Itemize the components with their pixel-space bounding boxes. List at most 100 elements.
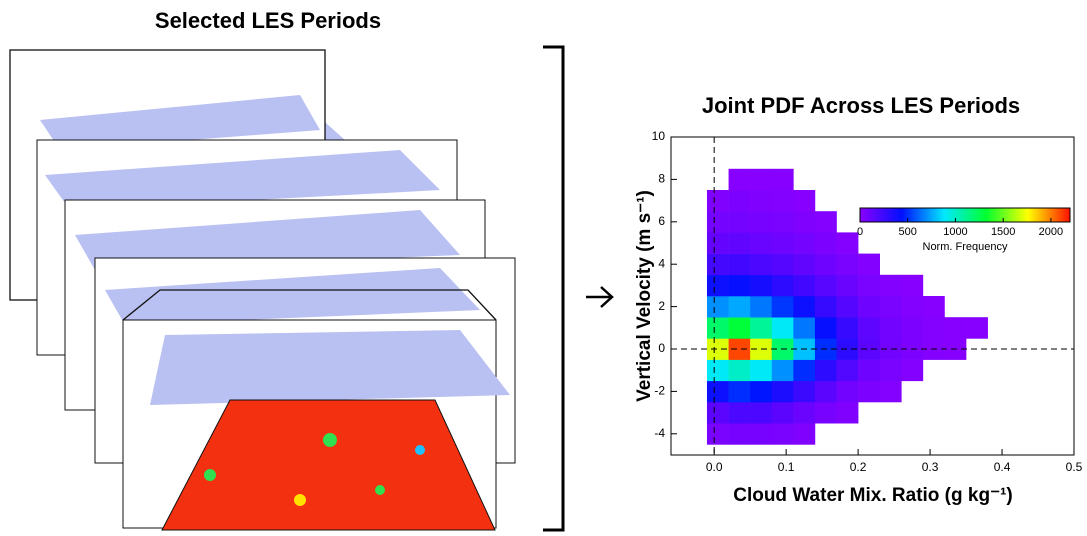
bracket <box>543 47 563 530</box>
heat-cell <box>750 169 772 191</box>
heat-cell <box>772 381 794 403</box>
heat-cell <box>750 232 772 254</box>
arrow <box>586 287 612 307</box>
heat-cell <box>772 254 794 276</box>
x-tick-label: 0.1 <box>778 460 795 474</box>
heat-cell <box>707 190 729 212</box>
heat-cell <box>837 254 859 276</box>
heat-cell <box>793 296 815 318</box>
colorbar <box>860 208 1070 222</box>
y-tick-label: 0 <box>658 341 665 355</box>
heat-cell <box>729 317 751 339</box>
heat-cell <box>815 211 837 233</box>
heat-cell <box>729 275 751 297</box>
heat-cell <box>750 360 772 382</box>
heat-cell <box>729 211 751 233</box>
heat-cell <box>793 275 815 297</box>
heat-cell <box>966 317 988 339</box>
heat-cell <box>772 190 794 212</box>
heat-cell <box>815 232 837 254</box>
heat-cell <box>815 360 837 382</box>
heat-cell <box>750 317 772 339</box>
y-tick-label: 2 <box>658 299 665 313</box>
heat-cell <box>793 190 815 212</box>
y-tick-label: -2 <box>654 384 665 398</box>
heat-cell <box>750 190 772 212</box>
heat-cell <box>815 317 837 339</box>
left-title: Selected LES Periods <box>155 8 381 33</box>
heat-cell <box>858 275 880 297</box>
heat-cell <box>815 402 837 424</box>
heat-cell <box>837 381 859 403</box>
heat-cell <box>793 381 815 403</box>
colorbar-tick-label: 0 <box>857 226 863 238</box>
y-tick-label: 4 <box>658 256 665 270</box>
heat-cell <box>858 296 880 318</box>
heat-cell <box>815 296 837 318</box>
heat-cell <box>750 423 772 445</box>
heat-cell <box>923 317 945 339</box>
heat-cell <box>880 296 902 318</box>
heat-cell <box>729 423 751 445</box>
heat-cell <box>707 232 729 254</box>
heat-cell <box>772 232 794 254</box>
heat-cell <box>772 211 794 233</box>
x-tick-label: 0.0 <box>706 460 723 474</box>
heat-cell <box>837 317 859 339</box>
heat-cell <box>901 317 923 339</box>
heat-cell <box>880 360 902 382</box>
heat-cell <box>858 360 880 382</box>
x-tick-label: 0.5 <box>1066 460 1083 474</box>
heat-cell <box>793 232 815 254</box>
heat-cell <box>793 360 815 382</box>
colorbar-label: Norm. Frequency <box>923 241 1008 253</box>
heat-cell <box>772 360 794 382</box>
heat-cell <box>707 381 729 403</box>
y-tick-label: 8 <box>658 172 665 186</box>
heat-cell <box>772 296 794 318</box>
heat-cell <box>901 296 923 318</box>
heat-cell <box>901 360 923 382</box>
heat-cell <box>944 317 966 339</box>
heat-cell <box>729 254 751 276</box>
heat-cell <box>707 360 729 382</box>
heat-cell <box>858 317 880 339</box>
heat-cell <box>750 211 772 233</box>
heat-cell <box>750 254 772 276</box>
y-tick-label: -4 <box>654 426 665 440</box>
heat-cell <box>707 423 729 445</box>
heat-cell <box>772 317 794 339</box>
heat-cell <box>793 317 815 339</box>
x-tick-label: 0.3 <box>922 460 939 474</box>
heat-cell <box>880 381 902 403</box>
heat-cell <box>729 360 751 382</box>
heat-cell <box>793 211 815 233</box>
heat-cell <box>772 169 794 191</box>
heat-cell <box>729 402 751 424</box>
figure: Selected LES Periods Joint PDF Across LE… <box>0 0 1087 536</box>
heat-cell <box>729 190 751 212</box>
heat-cell <box>837 275 859 297</box>
heat-cell <box>729 381 751 403</box>
heat-cell <box>707 402 729 424</box>
heat-cell <box>772 275 794 297</box>
heat-cell <box>858 381 880 403</box>
les-boxes <box>10 50 515 530</box>
y-axis-label: Vertical Velocity (m s⁻¹) <box>634 190 655 402</box>
heat-cell <box>729 169 751 191</box>
heat-cell <box>837 296 859 318</box>
colorbar-tick-label: 1000 <box>943 226 967 238</box>
heat-cell <box>858 254 880 276</box>
colorbar-tick-label: 500 <box>899 226 917 238</box>
heat-cell <box>750 296 772 318</box>
heat-cell <box>793 254 815 276</box>
heat-cell <box>707 254 729 276</box>
heat-cell <box>772 423 794 445</box>
heat-cell <box>901 275 923 297</box>
heat-cell <box>729 296 751 318</box>
chart-title: Joint PDF Across LES Periods <box>702 93 1020 118</box>
heat-cell <box>707 211 729 233</box>
x-axis-label: Cloud Water Mix. Ratio (g kg⁻¹) <box>733 485 1013 506</box>
heat-cell <box>837 360 859 382</box>
colorbar-tick-label: 1500 <box>991 226 1015 238</box>
